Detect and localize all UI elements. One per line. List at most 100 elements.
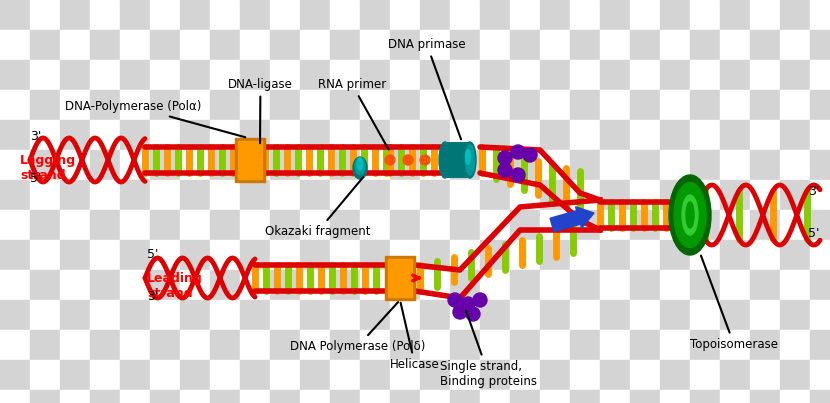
Bar (390, 360, 420, 390)
Bar (660, 330, 690, 360)
Bar (720, 0, 750, 30)
Bar (810, 120, 830, 150)
Bar (60, 0, 90, 30)
Text: Helicase: Helicase (390, 303, 440, 371)
Bar (360, 30, 390, 60)
Bar (270, 270, 300, 300)
Bar (690, 120, 720, 150)
Bar (570, 180, 600, 210)
Bar (0, 120, 30, 150)
Bar (570, 270, 600, 300)
Bar (630, 90, 660, 120)
Bar (30, 330, 60, 360)
FancyArrow shape (550, 207, 594, 232)
Bar (810, 60, 830, 90)
Bar (690, 330, 720, 360)
Bar (390, 150, 420, 180)
Bar (300, 330, 330, 360)
Bar (240, 330, 270, 360)
Bar (480, 270, 510, 300)
Bar (480, 30, 510, 60)
Bar (600, 30, 630, 60)
Bar (330, 270, 360, 300)
Bar (90, 270, 120, 300)
Bar (450, 90, 480, 120)
Bar (360, 240, 390, 270)
Bar (690, 180, 720, 210)
Bar (510, 150, 540, 180)
Bar (330, 150, 360, 180)
Text: 5': 5' (147, 248, 159, 261)
Bar (330, 90, 360, 120)
Bar (750, 240, 780, 270)
Bar (780, 240, 810, 270)
Bar (720, 390, 750, 403)
Bar (810, 0, 830, 30)
Bar (420, 240, 450, 270)
Bar (600, 210, 630, 240)
Bar (690, 390, 720, 403)
Bar (90, 390, 120, 403)
Bar (390, 270, 420, 300)
Bar (420, 30, 450, 60)
Bar (150, 0, 180, 30)
Bar (510, 180, 540, 210)
Bar (540, 150, 570, 180)
Bar (660, 270, 690, 300)
Bar (630, 180, 660, 210)
Bar (420, 60, 450, 90)
Bar (210, 0, 240, 30)
Bar (270, 210, 300, 240)
Bar (750, 300, 780, 330)
Bar (390, 30, 420, 60)
Bar (180, 180, 210, 210)
Bar (600, 330, 630, 360)
Bar (330, 240, 360, 270)
Bar (570, 390, 600, 403)
Bar (780, 330, 810, 360)
Bar (30, 30, 60, 60)
Bar (630, 390, 660, 403)
Bar (630, 300, 660, 330)
Bar (630, 270, 660, 300)
Bar (450, 390, 480, 403)
Bar (360, 180, 390, 210)
Bar (420, 150, 450, 180)
Circle shape (448, 293, 462, 307)
Bar (780, 180, 810, 210)
Bar (330, 0, 360, 30)
Bar (330, 210, 360, 240)
Bar (420, 270, 450, 300)
Bar (210, 270, 240, 300)
Bar (570, 90, 600, 120)
Bar (390, 0, 420, 30)
Circle shape (511, 168, 525, 182)
Bar (570, 150, 600, 180)
Bar (660, 30, 690, 60)
Bar (60, 390, 90, 403)
Bar (90, 300, 120, 330)
Bar (30, 90, 60, 120)
Text: 5': 5' (30, 172, 42, 185)
Bar (630, 150, 660, 180)
Bar (150, 30, 180, 60)
Bar (390, 240, 420, 270)
Bar (510, 90, 540, 120)
Text: DNA primase: DNA primase (388, 38, 466, 139)
Bar (180, 120, 210, 150)
Text: Topoisomerase: Topoisomerase (690, 256, 778, 351)
Bar (0, 270, 30, 300)
Bar (810, 300, 830, 330)
Ellipse shape (686, 202, 694, 228)
Bar (450, 330, 480, 360)
Circle shape (420, 155, 430, 165)
Bar (30, 360, 60, 390)
Bar (540, 0, 570, 30)
Bar (150, 150, 180, 180)
Bar (810, 90, 830, 120)
Bar (210, 210, 240, 240)
Bar (120, 120, 150, 150)
Bar (480, 180, 510, 210)
Bar (570, 60, 600, 90)
Bar (60, 240, 90, 270)
